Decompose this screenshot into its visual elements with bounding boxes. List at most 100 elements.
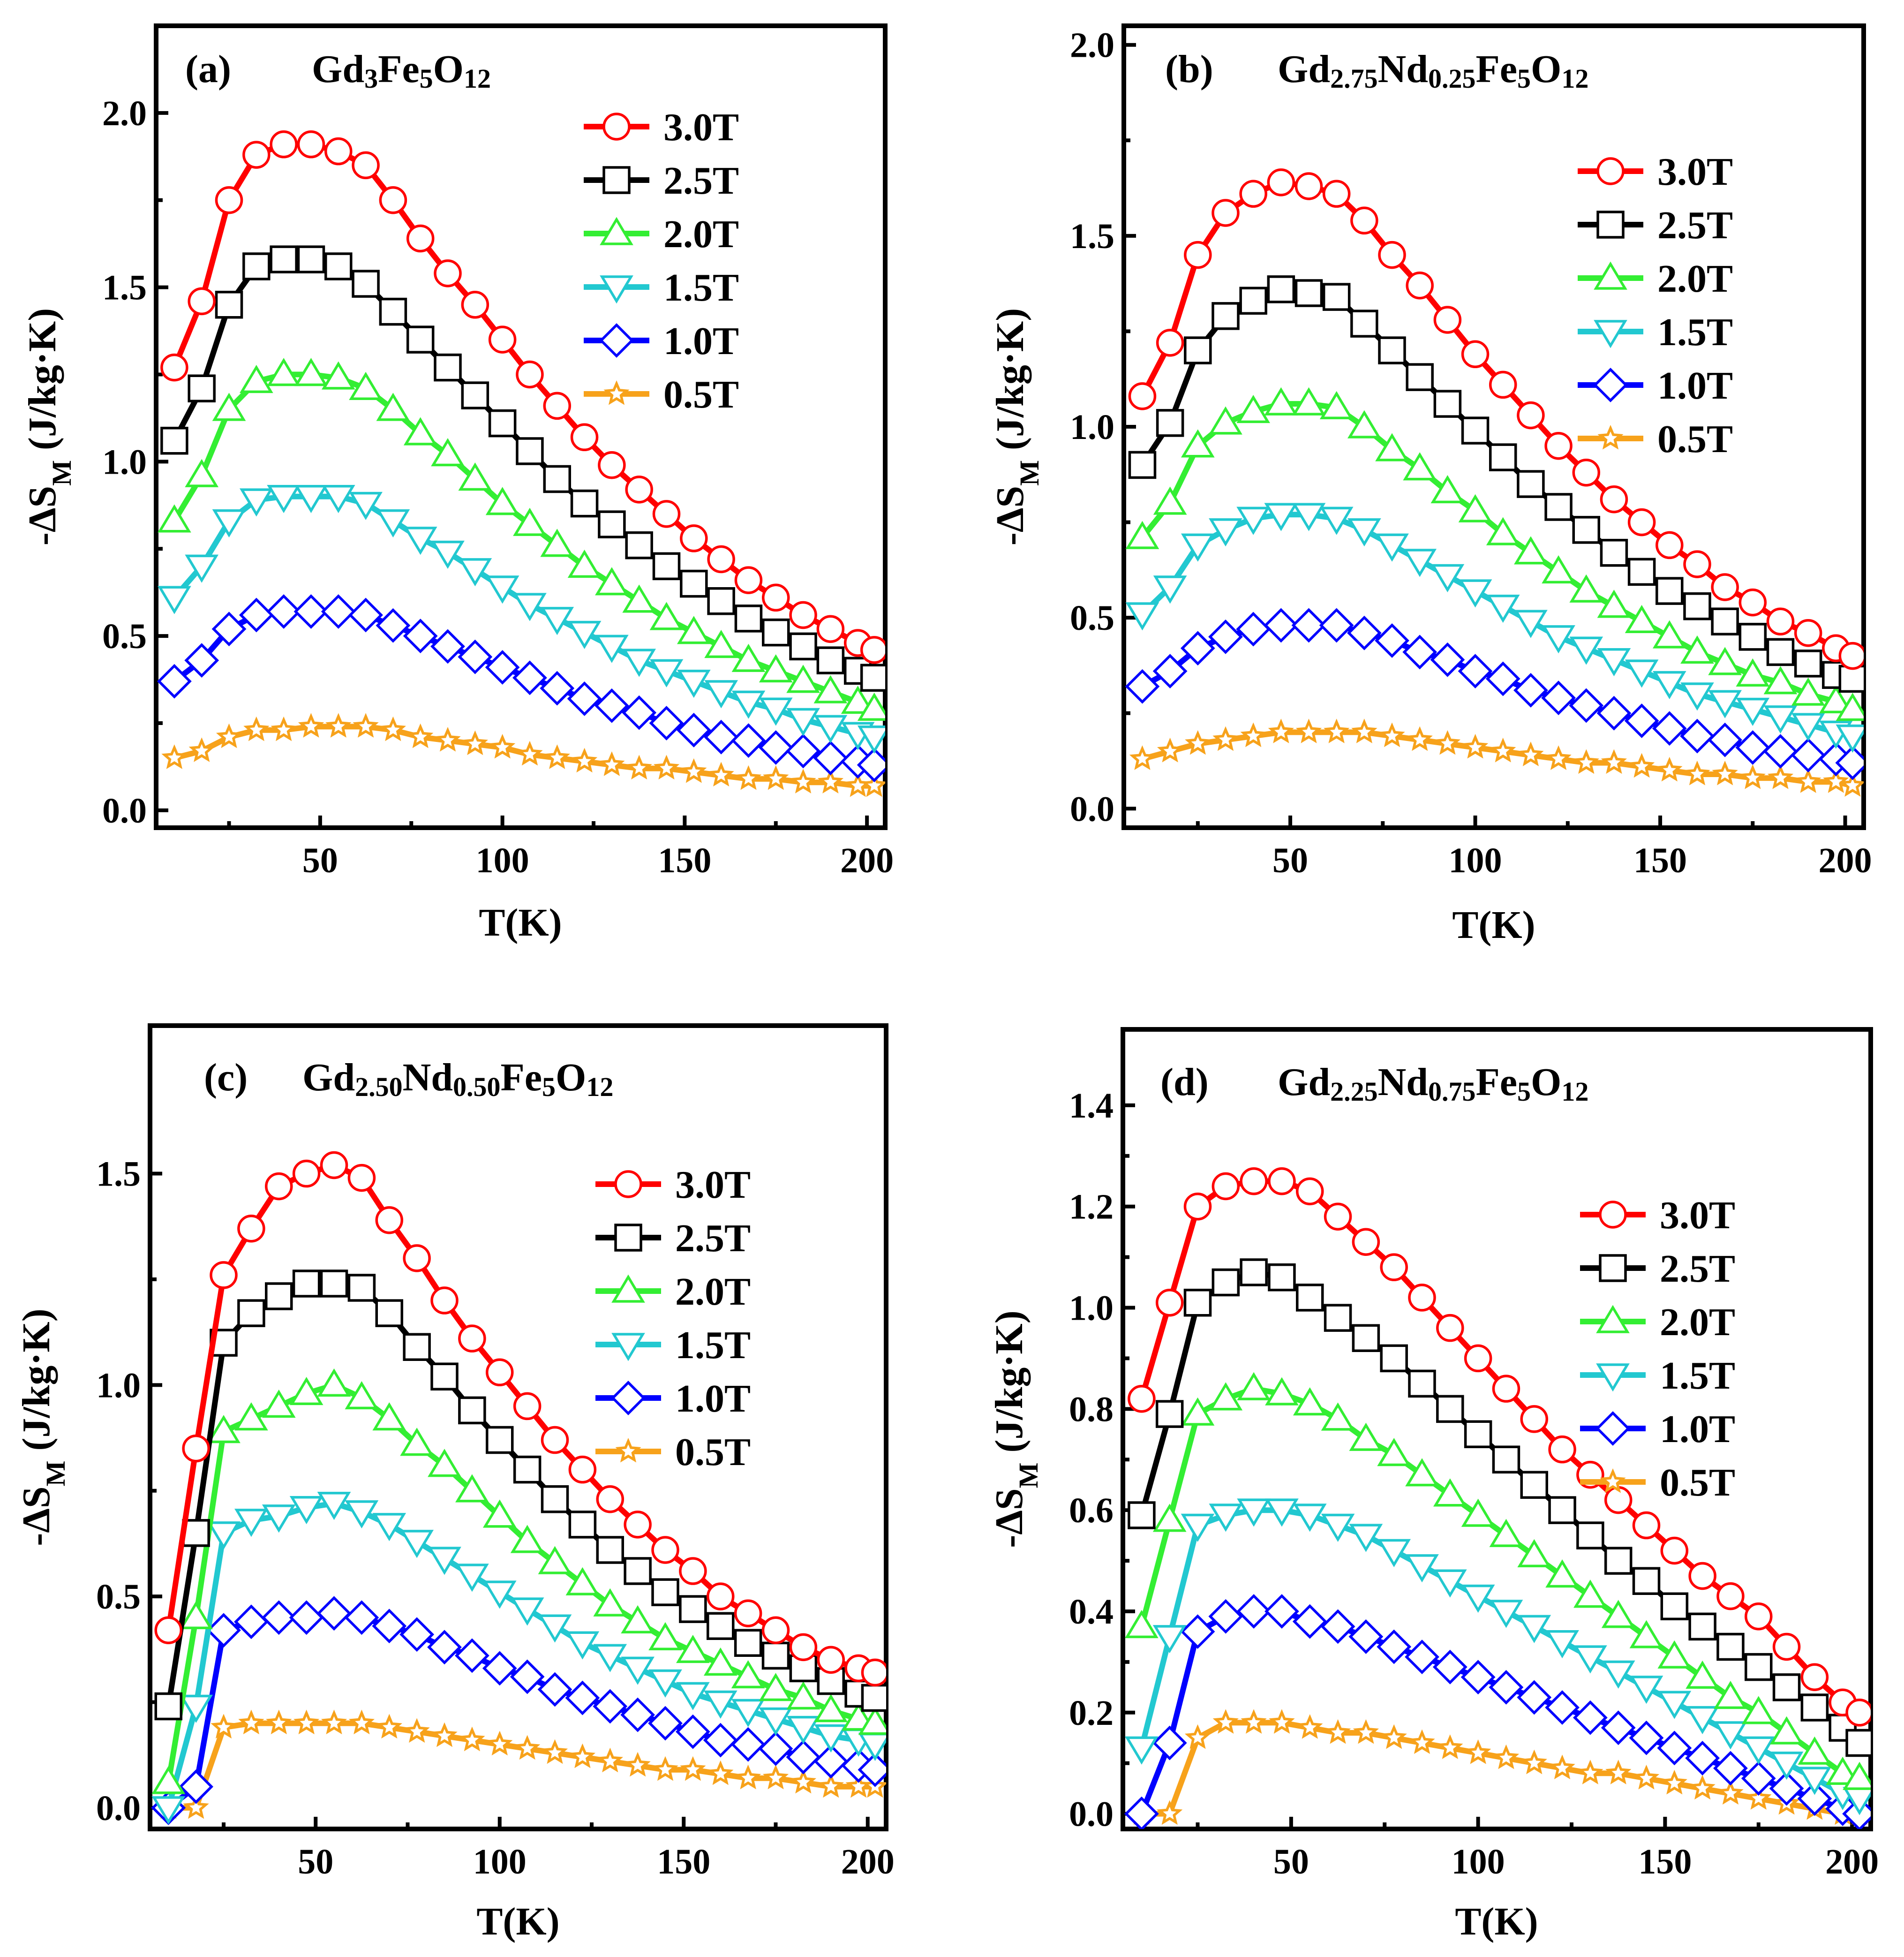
- data-point: [1633, 1765, 1660, 1790]
- data-point: [1267, 275, 1295, 303]
- data-point: [1823, 768, 1849, 793]
- legend-item: 1.5T: [584, 266, 739, 310]
- data-point: [267, 484, 301, 514]
- data-point: [622, 695, 657, 730]
- data-point: [1321, 1402, 1355, 1431]
- legend-label: 1.5T: [675, 1323, 751, 1367]
- data-point: [179, 1601, 213, 1629]
- data-point: [651, 1578, 679, 1606]
- data-point: [1430, 475, 1465, 504]
- data-point: [759, 1707, 793, 1736]
- data-point: [1264, 387, 1298, 416]
- data-point: [1240, 1167, 1268, 1195]
- data-point: [731, 643, 766, 672]
- data-point: [1180, 1614, 1215, 1649]
- data-point: [1629, 1720, 1664, 1755]
- data-point: [289, 1496, 324, 1525]
- data-point: [1798, 1767, 1832, 1795]
- data-point: [813, 740, 848, 776]
- data-point: [1153, 575, 1187, 604]
- data-point: [816, 615, 845, 643]
- data-point: [1461, 1498, 1495, 1527]
- data-point: [1492, 1445, 1520, 1473]
- data-point: [1377, 1539, 1411, 1567]
- data-point: [1573, 749, 1599, 774]
- data-point: [541, 1485, 569, 1513]
- series-line: [168, 1720, 875, 1811]
- data-point: [206, 1613, 241, 1648]
- data-point: [1683, 550, 1711, 578]
- data-point: [595, 567, 629, 596]
- legend-label: 3.0T: [663, 106, 739, 149]
- data-point: [434, 259, 462, 287]
- data-point: [1408, 1284, 1436, 1312]
- data-point: [1763, 734, 1798, 769]
- legend-item: 2.5T: [1580, 1247, 1735, 1291]
- legend-item: 2.0T: [1578, 257, 1733, 301]
- data-point: [1600, 485, 1628, 514]
- data-point: [1763, 705, 1798, 734]
- series-2-0T: [158, 358, 885, 721]
- data-point: [455, 1564, 489, 1592]
- plot-area: [1124, 1167, 1871, 1829]
- legend-marker: [614, 1170, 642, 1198]
- data-point: [1684, 760, 1710, 786]
- series-line: [172, 371, 876, 712]
- data-point: [1152, 1725, 1187, 1761]
- legend-item: 0.5T: [1580, 1461, 1735, 1504]
- data-point: [1380, 1344, 1408, 1373]
- data-point: [458, 462, 492, 491]
- data-point: [261, 1600, 296, 1635]
- data-point: [289, 1376, 324, 1405]
- x-tick-label: 200: [840, 841, 894, 880]
- data-point: [1794, 650, 1822, 678]
- plot-frame: [154, 23, 888, 830]
- data-point: [858, 1752, 886, 1787]
- data-point: [349, 491, 383, 520]
- data-point: [786, 1715, 820, 1744]
- plot-frame: [1121, 1027, 1873, 1831]
- data-point: [1601, 1710, 1636, 1745]
- data-point: [1517, 1539, 1551, 1568]
- data-point: [730, 1727, 766, 1762]
- y-axis-title: -ΔSM (J/kg·K): [21, 308, 77, 545]
- x-tick-label: 100: [1452, 1842, 1505, 1881]
- data-point: [372, 1513, 406, 1541]
- y-tick-label: 1.5: [96, 1155, 141, 1194]
- data-point: [1239, 287, 1267, 315]
- data-point: [1800, 1693, 1829, 1722]
- data-point: [1322, 283, 1351, 311]
- data-point: [427, 1630, 462, 1665]
- y-tick-label: 0.0: [96, 1789, 141, 1828]
- data-point: [188, 374, 216, 402]
- data-point: [1713, 1751, 1748, 1786]
- data-point: [238, 1709, 264, 1735]
- data-point: [1125, 521, 1159, 549]
- data-point: [540, 607, 574, 635]
- series-1-0T: [1125, 608, 1864, 780]
- data-point: [1212, 1709, 1239, 1734]
- legend-label: 2.5T: [1660, 1247, 1735, 1291]
- data-point: [1521, 1749, 1547, 1775]
- data-point: [1826, 1756, 1860, 1785]
- plot-frame: [148, 1023, 888, 1831]
- legend-label: 2.5T: [1657, 204, 1733, 247]
- data-point: [1402, 635, 1437, 670]
- legend-marker: [1599, 1254, 1627, 1282]
- data-point: [841, 685, 875, 714]
- data-point: [598, 510, 626, 538]
- data-point: [1403, 452, 1437, 481]
- data-point: [485, 575, 519, 604]
- panel-title-formula: Gd2.25Nd0.75Fe5O12: [1278, 1060, 1588, 1107]
- legend-marker: [1596, 157, 1625, 185]
- data-point: [1432, 1649, 1468, 1685]
- data-point: [1492, 1375, 1520, 1403]
- data-point: [543, 392, 571, 420]
- legend-item: 3.0T: [1580, 1194, 1735, 1237]
- data-point: [324, 137, 353, 166]
- series-0-5T: [1129, 718, 1864, 797]
- data-point: [1291, 608, 1326, 643]
- data-point: [1184, 241, 1212, 269]
- panel-title-formula: Gd3Fe5O12: [312, 47, 491, 94]
- data-point: [1688, 1562, 1716, 1590]
